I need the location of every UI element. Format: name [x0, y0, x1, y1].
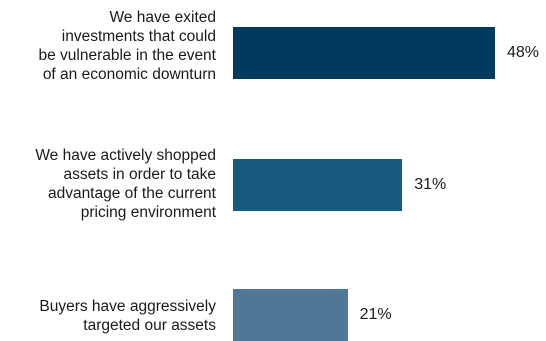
value-label: 48%: [507, 44, 540, 61]
value-label: 31%: [414, 176, 447, 193]
bar: [233, 159, 403, 211]
category-label: Buyers have aggressively targeted our as…: [39, 298, 216, 334]
category-label: We have actively shopped assets in order…: [35, 147, 216, 221]
bar: [233, 289, 348, 341]
value-label: 21%: [359, 306, 392, 323]
category-label: We have exited investments that could be…: [38, 9, 216, 83]
bar: [233, 27, 495, 79]
